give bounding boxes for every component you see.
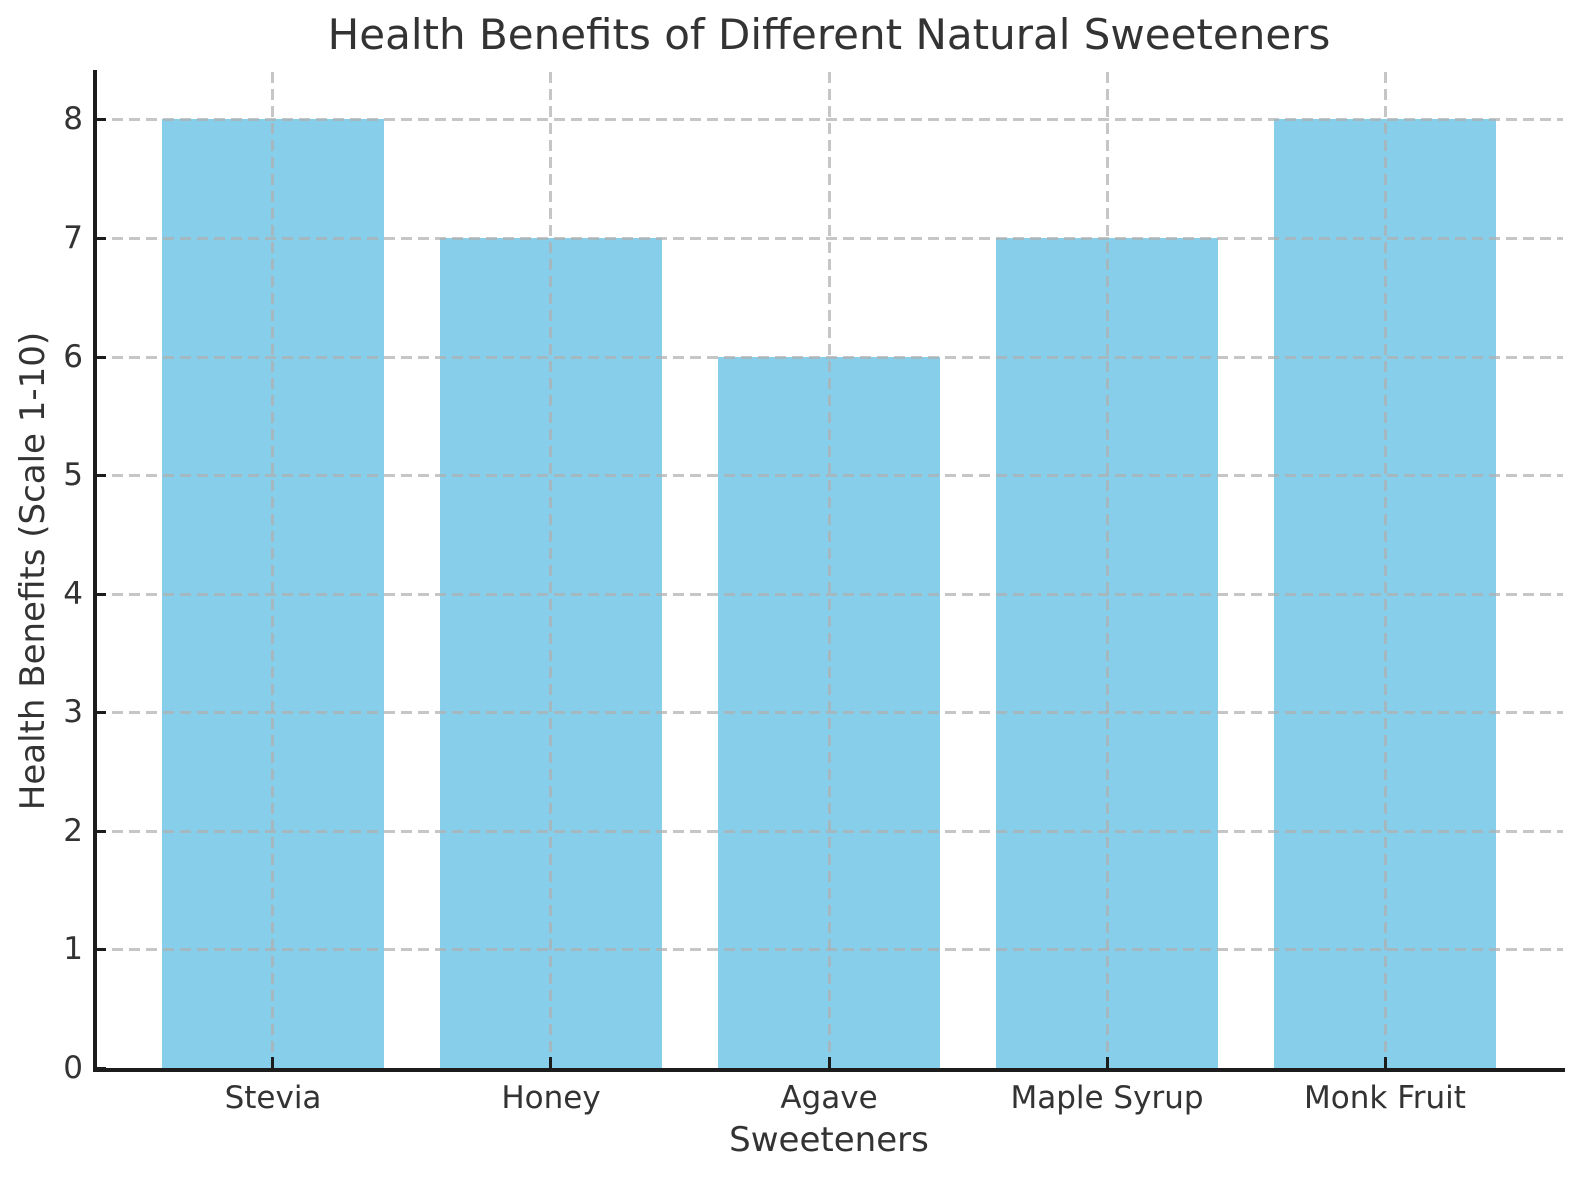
gridline-horizontal-2 [95, 829, 1563, 833]
y-tick-label-3: 3 [63, 694, 83, 730]
gridline-horizontal-8 [95, 117, 1563, 121]
gridline-horizontal-6 [95, 355, 1563, 359]
y-axis-spine [93, 70, 97, 1072]
gridline-horizontal-5 [95, 473, 1563, 477]
gridline-vertical-stevia [271, 72, 274, 1068]
x-tick-label-agave: Agave [780, 1080, 878, 1116]
y-tick-3 [95, 710, 106, 714]
x-tick-honey [549, 1057, 552, 1068]
x-axis-label: Sweeteners [729, 1120, 929, 1160]
x-axis-spine [93, 1068, 1565, 1072]
y-tick-6 [95, 355, 106, 359]
y-tick-4 [95, 592, 106, 596]
y-tick-2 [95, 829, 106, 833]
y-tick-label-7: 7 [63, 220, 83, 256]
x-tick-agave [828, 1057, 831, 1068]
x-tick-monk-fruit [1384, 1057, 1387, 1068]
gridline-horizontal-4 [95, 592, 1563, 596]
gridline-vertical-agave [828, 72, 831, 1068]
gridline-horizontal-7 [95, 236, 1563, 240]
y-tick-label-4: 4 [63, 576, 83, 612]
y-tick-label-6: 6 [63, 339, 83, 375]
gridline-vertical-monk-fruit [1384, 72, 1387, 1068]
x-tick-stevia [271, 1057, 274, 1068]
gridline-vertical-honey [549, 72, 552, 1068]
y-tick-8 [95, 117, 106, 121]
y-tick-7 [95, 236, 106, 240]
y-tick-5 [95, 473, 106, 477]
x-tick-label-stevia: Stevia [224, 1080, 322, 1116]
x-tick-label-monk-fruit: Monk Fruit [1304, 1080, 1466, 1116]
chart-title: Health Benefits of Different Natural Swe… [327, 10, 1331, 59]
gridline-vertical-maple-syrup [1106, 72, 1109, 1068]
y-tick-label-5: 5 [63, 457, 83, 493]
x-tick-label-maple-syrup: Maple Syrup [1010, 1080, 1204, 1116]
y-tick-1 [95, 947, 106, 951]
y-axis-label: Health Benefits (Scale 1-10) [13, 331, 53, 811]
gridline-horizontal-1 [95, 947, 1563, 951]
gridline-horizontal-3 [95, 710, 1563, 714]
y-tick-label-1: 1 [63, 931, 83, 967]
x-tick-label-honey: Honey [501, 1080, 601, 1116]
x-tick-maple-syrup [1106, 1057, 1109, 1068]
y-tick-label-0: 0 [63, 1050, 83, 1086]
y-tick-label-8: 8 [63, 101, 83, 137]
y-tick-label-2: 2 [63, 813, 83, 849]
